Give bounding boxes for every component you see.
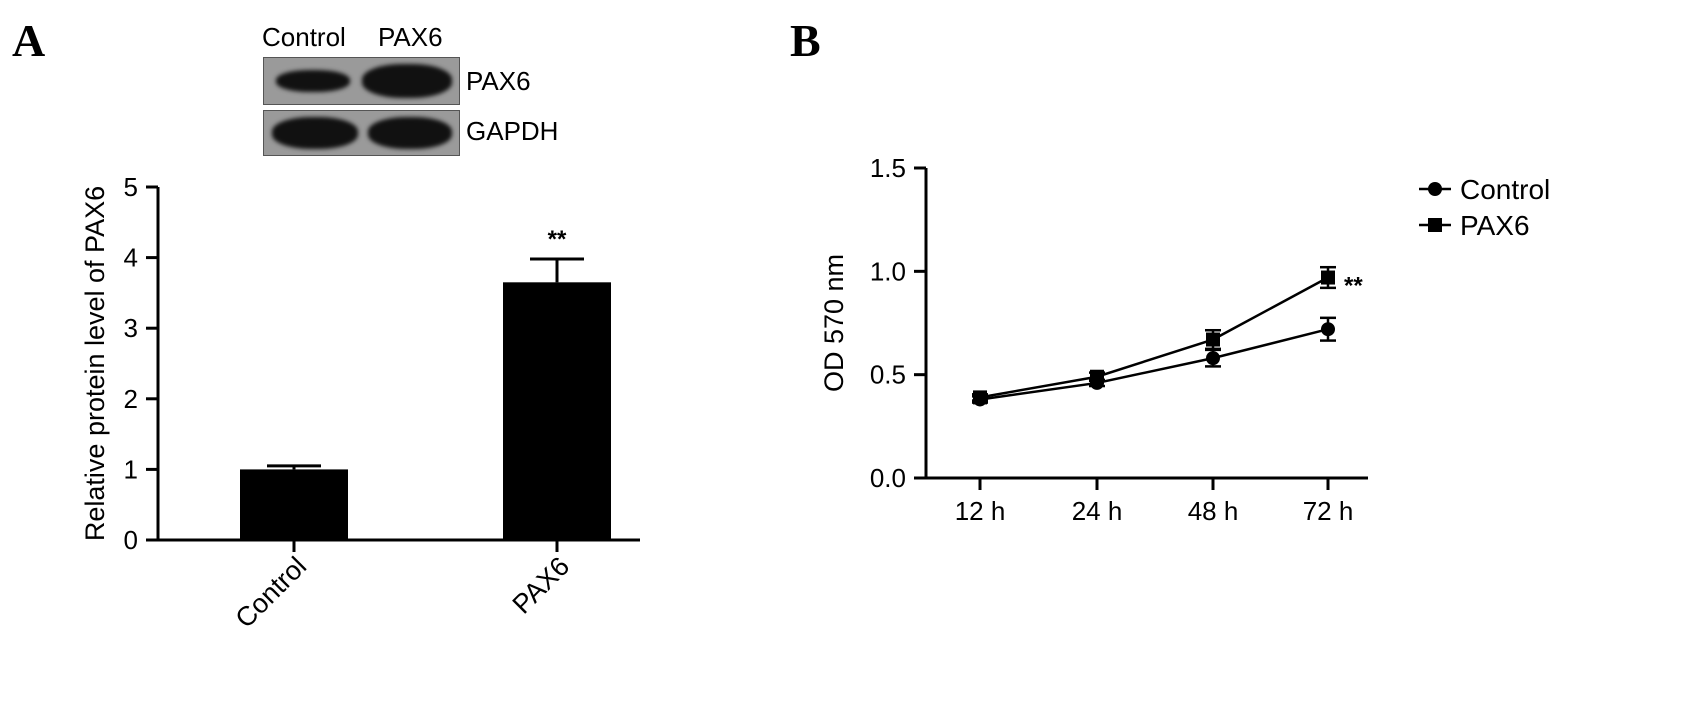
x-tick-label: PAX6 [507,551,576,620]
data-point [1090,369,1104,384]
y-tick-label: 1.0 [870,256,906,286]
band-pax6-control [276,70,350,92]
x-tick-label: Control [229,551,312,634]
panel-a-letter: A [12,15,46,66]
band-pax6-pax6 [362,64,452,98]
bar-chart-a: 0 1 2 3 4 5 Control PAX6 ** Relative protein leve… [80,172,640,634]
y-tick-label: 0.0 [870,463,906,493]
significance-label: ** [1344,273,1363,300]
data-point [1206,332,1220,347]
data-point [973,390,987,405]
blot-strip-gapdh [263,110,460,156]
y-axis-label: Relative protein level of PAX6 [80,186,110,541]
blot-row-label-gapdh: GAPDH [466,116,559,146]
blot-lane-label-control: Control [262,22,346,52]
band-gapdh-control [272,117,358,149]
y-tick-label: 3 [124,313,138,343]
y-tick-label: 1.5 [870,153,906,183]
bar [503,282,611,540]
legend: Control PAX6 [1419,174,1550,241]
y-tick-label: 0.5 [870,360,906,390]
data-point [1321,270,1335,285]
x-tick-label: 72 h [1303,496,1354,526]
legend-label: PAX6 [1460,210,1530,241]
bar [240,469,348,540]
blot-row-label-pax6: PAX6 [466,66,531,96]
blot-strip-pax6 [263,57,460,105]
band-gapdh-pax6 [368,117,452,149]
x-tick-label: 48 h [1188,496,1239,526]
data-point [1321,322,1335,337]
y-tick-label: 4 [124,243,138,273]
y-tick-label: 2 [124,384,138,414]
y-tick-label: 1 [124,454,138,484]
series-line [979,327,1329,401]
blot-lane-label-pax6: PAX6 [378,22,443,52]
x-tick-label: 24 h [1072,496,1123,526]
series-pax6 [972,265,1336,405]
y-tick-label: 5 [124,172,138,202]
series-control [972,316,1336,407]
legend-marker [1428,182,1442,196]
y-axis-label: OD 570 nm [819,254,849,392]
significance-label: ** [548,226,567,253]
legend-label: Control [1460,174,1550,205]
y-tick-label: 0 [124,525,138,555]
data-point [973,392,987,407]
data-point [1090,375,1104,390]
data-point [1206,351,1220,366]
x-tick-label: 12 h [955,496,1006,526]
series-line [979,276,1329,399]
legend-marker [1428,218,1442,232]
panel-b-letter: B [790,15,821,66]
